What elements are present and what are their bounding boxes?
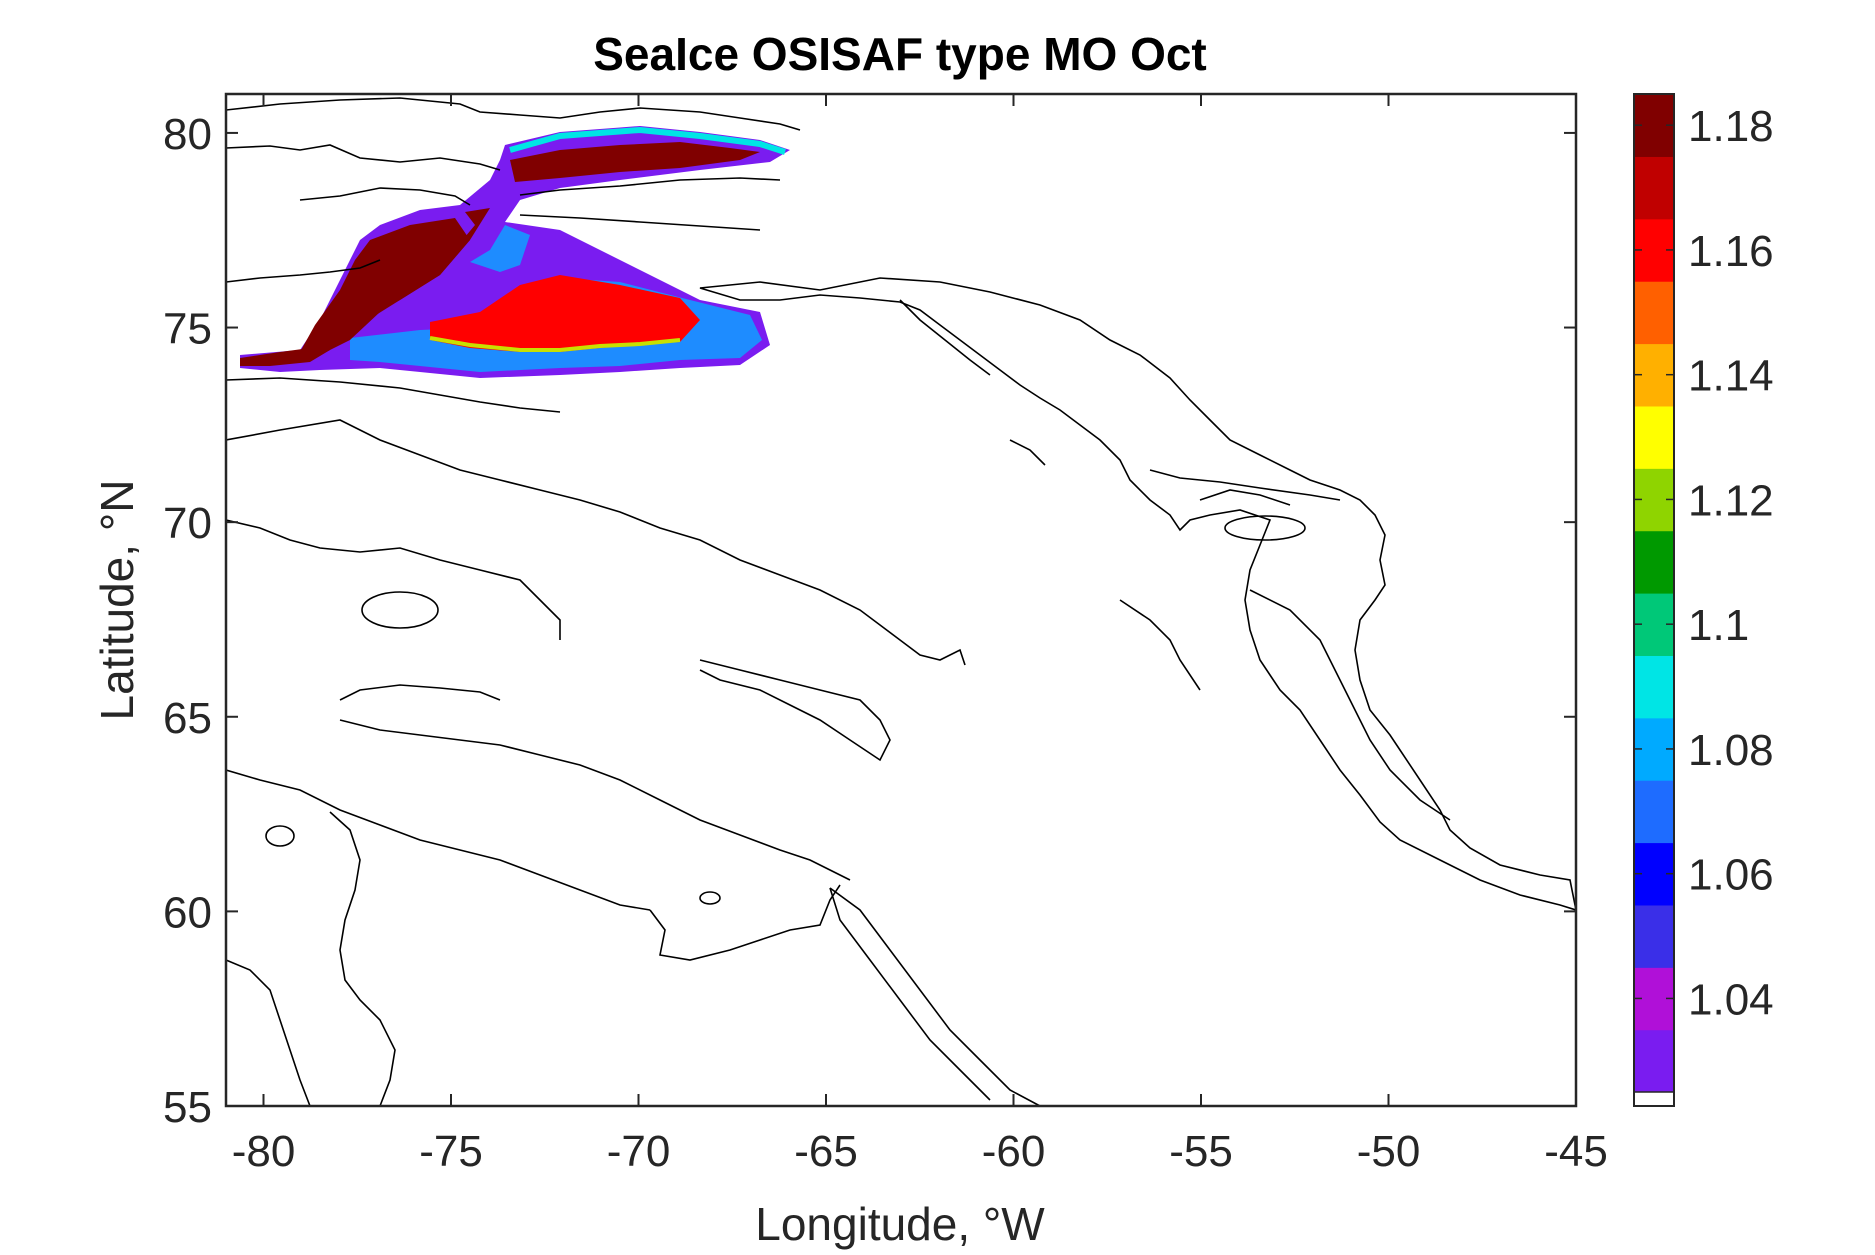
island-1 [361,591,439,629]
y-tick-label: 60 [163,888,212,937]
x-tick-label: -70 [607,1127,671,1176]
colorbar-swatch [1634,530,1674,594]
x-axis-label: Longitude, °W [755,1198,1045,1250]
ice-transition-line [429,336,681,352]
y-tick-label: 55 [163,1083,212,1132]
colorbar-swatch [1634,1029,1674,1093]
coastline-greenland [699,277,1576,911]
coastline-baffin-south [339,719,851,881]
ice-cyan-edge [509,126,786,155]
coastline-ungava [329,811,396,1106]
x-tick-label: -50 [1357,1127,1421,1176]
sea-ice-field [240,126,790,378]
island-2 [265,825,295,847]
plot-frame [224,92,1578,1108]
x-tick-label: -60 [982,1127,1046,1176]
coastline-ellesmere-2 [226,144,501,171]
coastline-ellesmere-4 [226,259,381,283]
y-tick-label: 65 [163,694,212,743]
coastline-greenland-nw-2 [519,214,761,231]
y-axis-label: Latitude, °N [91,480,143,721]
island-4 [1224,515,1306,541]
coastline-hudson-strait [226,769,651,911]
colorbar-tick-label: 1.18 [1688,102,1774,151]
coastlines [226,97,1576,1106]
coastline-misc-4 [1149,469,1341,501]
coastline-labrador [226,959,311,1106]
plot-area [224,92,1578,1108]
colorbar-swatch [1634,655,1674,719]
coastline-greenland-nw [519,177,781,196]
coastline-baffin-south-2 [339,684,501,701]
colorbar-swatch [1634,780,1674,844]
coastline-greenland-south [829,887,1041,1106]
coastline-misc-1 [1199,489,1291,506]
colorbar-below-range [1633,1091,1675,1107]
coastline-baffin-north [226,419,966,666]
x-tick-label: -80 [232,1127,296,1176]
coastline-baffin-east [699,659,891,762]
colorbar-tick-label: 1.06 [1688,851,1774,900]
ice-blue-zone-north [470,225,530,272]
island-3 [699,891,721,905]
colorbar-tick-label: 1.1 [1688,601,1749,650]
ice-darkred-core [510,142,760,182]
y-tick-label: 80 [163,110,212,159]
coastline-ungava-2 [649,884,841,961]
colorbar-tick-label: 1.04 [1688,975,1774,1024]
x-tick-label: -55 [1169,1127,1233,1176]
colorbar-swatch [1634,405,1674,469]
ice-darkred-main [300,218,470,352]
coastline-baffin-inner [226,519,561,640]
coastline-ellesmere-3 [299,187,471,206]
coastline-ellesmere [226,97,801,131]
x-axis: -80 -75 -70 -65 -60 -55 -50 -45 [232,94,1608,1176]
colorbar-swatch [1634,904,1674,968]
ice-darkred-tail [240,348,330,366]
colorbar-tick-label: 1.12 [1688,476,1774,525]
coastline-misc-2 [1009,439,1046,466]
plot-title: SeaIce OSISAF type MO Oct [593,28,1207,80]
y-tick-label: 75 [163,305,212,354]
colorbar-tick-label: 1.08 [1688,726,1774,775]
y-tick-label: 70 [163,499,212,548]
y-axis: 80 75 70 65 60 55 [163,110,1576,1132]
colorbar: 1.18 1.16 1.14 1.12 1.1 1.08 1.06 1.04 [1633,93,1774,1107]
ice-red-zone [430,275,700,352]
x-tick-label: -65 [794,1127,858,1176]
colorbar-frame [1633,93,1675,1107]
colorbar-tick-label: 1.14 [1688,352,1774,401]
coastline-devon [226,377,561,413]
coastline-greenland-east [1249,589,1451,821]
colorbar-swatch [1634,156,1674,220]
coastline-greenland-sw [829,887,991,1101]
colorbar-tick-label: 1.16 [1688,227,1774,276]
coastline-greenland-se [899,299,991,376]
coastline-misc-3 [1119,599,1201,691]
colorbar-swatch [1634,281,1674,345]
x-tick-label: -75 [419,1127,483,1176]
x-tick-label: -45 [1544,1127,1608,1176]
